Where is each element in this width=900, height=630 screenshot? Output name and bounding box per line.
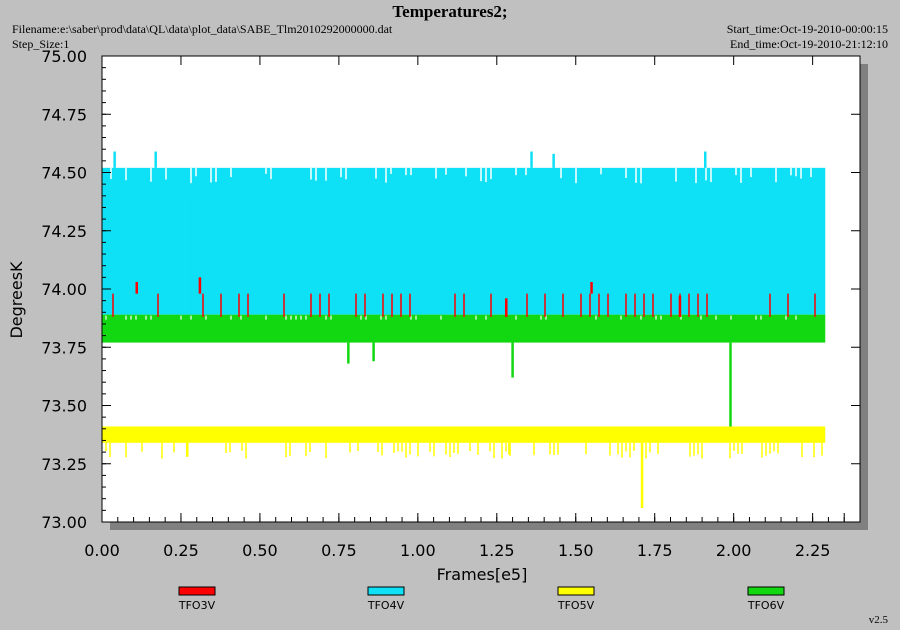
legend-swatch-tfo3v — [178, 586, 216, 596]
y-tick-label: 75.00 — [41, 47, 87, 66]
series-tfo5v — [102, 426, 826, 509]
tfo6v-band — [102, 314, 826, 343]
y-tick-label: 73.00 — [41, 513, 87, 532]
y-tick-label: 74.75 — [41, 105, 87, 124]
filename-label: Filename:e:\saber\prod\data\QL\data\plot… — [12, 22, 393, 36]
x-tick-label: 0.00 — [84, 541, 120, 560]
legend-label-tfo3v: TFO3V — [178, 599, 216, 612]
y-tick-label: 73.25 — [41, 455, 87, 474]
start-time-label: Start_time:Oct-19-2010-00:00:15 — [726, 22, 888, 36]
x-tick-label: 0.25 — [163, 541, 199, 560]
legend-swatch-tfo4v — [367, 586, 405, 596]
tfo5v-band — [102, 426, 826, 443]
legend-swatch-tfo5v — [557, 586, 595, 596]
x-tick-label: 1.75 — [637, 541, 673, 560]
y-tick-label: 74.25 — [41, 222, 87, 241]
x-tick-label: 2.00 — [716, 541, 752, 560]
x-tick-label: 1.00 — [400, 541, 436, 560]
version-label: v2.5 — [868, 614, 888, 626]
legend-label-tfo4v: TFO4V — [367, 599, 405, 612]
series-tfo3v — [112, 277, 816, 317]
tfo4v-band — [102, 167, 826, 315]
y-tick-label: 74.00 — [41, 280, 87, 299]
x-tick-label: 0.75 — [321, 541, 357, 560]
y-tick-label: 73.50 — [41, 397, 87, 416]
x-tick-label: 0.50 — [242, 541, 278, 560]
series-tfo6v — [102, 314, 826, 427]
legend: TFO3V TFO4V TFO5V TFO6V — [178, 586, 785, 612]
legend-label-tfo6v: TFO6V — [747, 599, 785, 612]
end-time-label: End_time:Oct-19-2010-21:12:10 — [730, 37, 888, 51]
series-tfo4v — [102, 151, 826, 315]
x-tick-label: 1.50 — [558, 541, 594, 560]
chart-title: Temperatures2; — [392, 2, 508, 21]
x-axis-title: Frames[e5] — [437, 565, 528, 584]
step-size-label: Step_Size:1 — [12, 37, 70, 51]
legend-swatch-tfo6v — [747, 586, 785, 596]
series-layer — [102, 151, 826, 509]
y-axis-title: DegreesK — [7, 261, 26, 339]
x-tick-label: 2.25 — [795, 541, 831, 560]
legend-label-tfo5v: TFO5V — [557, 599, 595, 612]
x-tick-label: 1.25 — [479, 541, 515, 560]
y-tick-label: 73.75 — [41, 338, 87, 357]
y-tick-label: 74.50 — [41, 164, 87, 183]
axes-layer: 0.00 0.25 0.50 0.75 1.00 1.25 1.50 1.75 2.00 2.25… — [41, 47, 861, 560]
